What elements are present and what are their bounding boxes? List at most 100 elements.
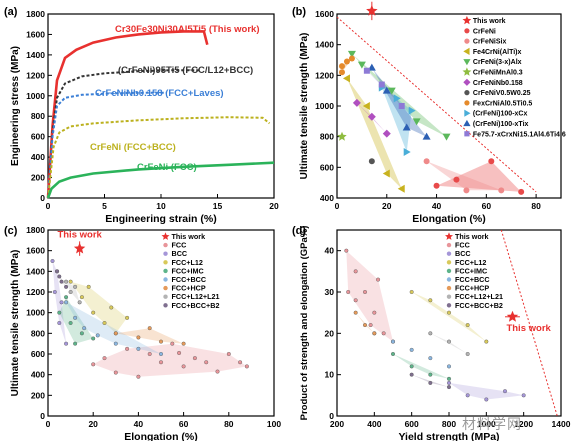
data-point [347,50,356,58]
legend-marker-1 [464,28,470,34]
data-point-outline [447,339,452,344]
region-10 [371,67,427,137]
data-point-outline [79,295,84,300]
x-tick-label: 15 [213,201,223,211]
region-9 [381,87,412,152]
data-point [338,63,345,70]
x-tick-label: 100 [267,419,281,429]
legend-label-8: FCC+BCC+B2 [455,301,503,310]
data-point-outline [136,346,141,351]
data-point-outline [447,364,452,369]
legend-marker-2 [163,251,168,256]
data-point [422,132,431,140]
data-point [80,295,84,299]
data-point-outline [113,331,118,336]
data-point-outline [64,279,69,284]
data-point-outline [57,321,62,326]
data-point-outline [177,350,182,355]
data-point-outline [372,331,377,336]
data-point [378,81,385,88]
data-point-outline [465,393,470,398]
data-point [57,274,62,279]
data-point-outline [465,352,470,357]
data-point [503,389,507,394]
legend-marker-9 [464,109,471,117]
data-point [159,360,163,365]
data-point-outline [192,356,197,361]
region-11 [366,70,402,106]
legend-label-2: BCC [172,249,188,258]
x-tick-label: 60 [482,201,492,211]
data-point [73,285,77,289]
x-axis-label: Engineering strain (%) [105,213,216,225]
data-point [447,364,451,369]
region-6 [355,312,375,334]
y-tick-label: 1400 [315,40,334,50]
y-tick-label: 400 [320,193,334,203]
y-tick-label: 1200 [26,287,45,297]
data-point [368,158,375,165]
this-work-annotation: This work [350,0,395,3]
series-line-2 [47,91,167,199]
data-point-outline [428,372,433,377]
data-point [382,169,390,178]
data-point [68,321,73,325]
data-point [428,298,433,303]
data-point-outline [409,290,414,295]
data-point-outline [59,279,64,284]
legend-label-5: FCC+BCC [455,275,490,284]
data-point [518,188,525,195]
legend-marker-1 [163,242,168,248]
data-point [95,333,100,338]
axes-frame [47,229,275,417]
data-point [403,148,411,156]
data-point-outline [73,284,78,289]
data-point [342,74,350,83]
data-point [114,370,118,375]
legend-marker-10 [463,119,471,127]
data-point [362,102,370,110]
trend-line [500,229,558,417]
data-point [125,316,129,320]
data-point [402,123,411,131]
y-tick-label: 600 [31,349,45,359]
legend-label-8: FCC+BCC+B2 [172,301,220,310]
panel-label: (b) [292,6,306,18]
data-point [343,58,350,65]
data-point-outline [346,290,351,295]
panel-4: (d) 200 400 600 800 1000 1200 1400 0 10 20 30 40 Yiel… [292,225,571,441]
y-axis-label: Ultimate tensile strength (MPa) [10,250,21,397]
legend-label-7: FCC+L12+L21 [455,292,503,301]
legend-label-3: FCC+L12 [172,258,203,267]
data-point [453,176,460,183]
data-point [428,381,433,385]
y-tick-label: 1600 [26,246,45,256]
x-tick-label: 0 [335,201,340,211]
data-point-outline [428,298,433,303]
data-point-outline [113,370,118,375]
panel-2: (b) 0 20 40 60 80 400 600 800 1000 1200 1400 1600 Elo… [292,0,566,225]
x-tick-label: 0 [46,419,51,429]
data-point [55,269,59,274]
legend-marker-2 [446,251,452,256]
legend-marker-0 [462,15,472,25]
region-3 [347,78,402,189]
legend-label-7: FCC+L12+L21 [172,292,220,301]
data-point [114,331,118,336]
legend-label-5: CrFeNiMnAl0.3 [473,70,523,77]
this-work-marker [73,242,86,254]
data-point [428,356,433,360]
data-point [447,377,451,381]
series-line-4 [46,161,275,199]
data-point [50,259,55,263]
data-point-outline [353,298,358,303]
y-tick-label: 1000 [26,91,45,101]
data-point [159,339,163,344]
legend-marker-7 [464,90,470,96]
legend-marker-8 [446,303,452,308]
data-point [498,187,505,194]
data-point [398,103,405,109]
legend-marker-6 [463,78,471,86]
data-point [245,364,249,369]
legend-marker-11 [464,131,470,137]
